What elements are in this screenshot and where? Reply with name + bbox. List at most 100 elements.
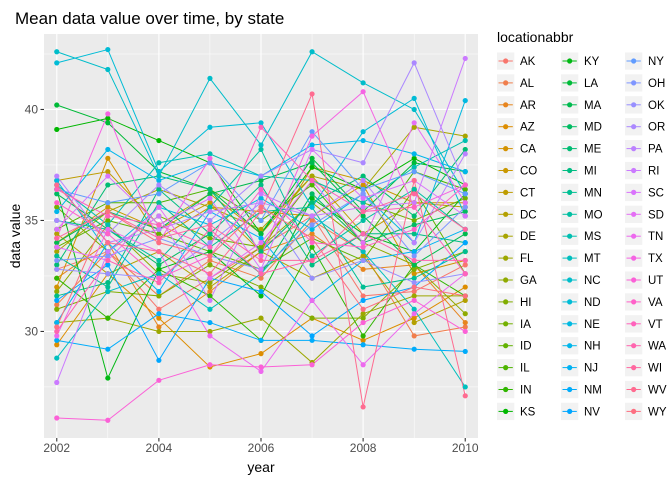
legend-label: NH	[584, 341, 601, 353]
legend-item-mt: MT	[561, 249, 601, 267]
data-point-ut	[462, 328, 468, 335]
data-point-il	[462, 186, 468, 192]
legend-label: CO	[520, 166, 537, 178]
data-point-nc	[105, 66, 111, 73]
data-point-tn	[105, 226, 111, 232]
data-point-or	[156, 182, 162, 188]
data-point-de	[258, 226, 264, 232]
data-point-wy	[54, 324, 60, 330]
data-point-sd	[156, 204, 162, 210]
data-point-ga	[54, 288, 60, 295]
data-point-ia	[411, 217, 417, 224]
data-point-md	[462, 208, 468, 215]
data-point-nh	[54, 208, 60, 215]
data-point-ks	[54, 126, 60, 133]
data-point-az	[54, 342, 60, 348]
data-point-tx	[207, 155, 213, 161]
x-tick-label: 2006	[248, 441, 275, 455]
data-point-ak	[411, 288, 417, 295]
legend-label: RI	[648, 166, 660, 178]
legend-key-point	[631, 365, 637, 371]
data-point-id	[105, 217, 111, 224]
legend-item-ne: NE	[561, 315, 600, 333]
data-point-ri	[411, 200, 417, 206]
legend-item-ak: AK	[497, 52, 536, 70]
data-point-vt	[411, 204, 417, 210]
data-point-wi	[411, 191, 417, 197]
data-point-mo	[309, 253, 315, 259]
data-point-wi	[207, 222, 213, 228]
data-point-co	[207, 200, 213, 206]
legend-label: MD	[584, 122, 602, 134]
data-point-nc	[258, 142, 264, 148]
data-point-nv	[462, 240, 468, 246]
data-point-va	[411, 226, 417, 232]
legend-item-fl: FL	[497, 249, 534, 267]
legend-label: TX	[648, 253, 663, 265]
data-point-sc	[54, 226, 60, 232]
legend-key-point	[567, 321, 573, 327]
data-point-ia	[207, 235, 213, 241]
data-point-la	[258, 231, 264, 237]
data-point-md	[411, 222, 417, 228]
data-point-fl	[360, 311, 366, 317]
x-axis: 2002 2004 2006 2008 2010	[43, 438, 479, 455]
data-point-ut	[207, 362, 213, 368]
data-point-mn	[462, 248, 468, 255]
legend-key-point	[631, 255, 637, 261]
data-point-nd	[360, 129, 366, 135]
data-point-mn	[54, 253, 60, 259]
legend-key-point	[631, 343, 637, 349]
data-point-sd	[54, 244, 60, 250]
legend-item-ca: CA	[497, 140, 536, 158]
data-point-nv	[258, 288, 264, 295]
data-point-ne	[258, 195, 264, 201]
legend-label: FL	[520, 253, 534, 265]
data-point-md	[54, 191, 60, 197]
data-point-nm	[411, 346, 417, 352]
data-point-nv	[309, 333, 315, 339]
data-point-ri	[156, 213, 162, 219]
legend-key-point	[503, 365, 509, 371]
data-point-wv	[258, 208, 264, 215]
data-point-in	[309, 244, 315, 250]
legend-label: MO	[584, 209, 603, 221]
data-point-mt	[105, 288, 111, 295]
legend-label: DC	[520, 209, 537, 221]
data-point-co	[105, 204, 111, 210]
data-point-nc	[411, 106, 417, 113]
legend-key-point	[631, 233, 637, 239]
legend-item-ga: GA	[497, 271, 537, 289]
data-point-wi	[309, 257, 315, 264]
data-point-nv	[105, 262, 111, 268]
legend-item-or: OR	[625, 118, 665, 136]
data-point-hi	[54, 306, 60, 312]
legend-item-ok: OK	[625, 96, 665, 114]
data-point-ak	[156, 306, 162, 312]
data-point-ma	[360, 213, 366, 219]
data-point-ri	[105, 248, 111, 255]
x-tick-label: 2002	[43, 441, 70, 455]
data-point-nc	[309, 49, 315, 55]
legend-key-point	[567, 167, 573, 174]
data-point-va	[156, 275, 162, 281]
data-point-wv	[360, 404, 366, 410]
data-point-mo	[360, 217, 366, 224]
legend-label: MT	[584, 253, 601, 265]
legend-key-point	[631, 58, 637, 64]
legend-item-id: ID	[497, 337, 532, 355]
data-point-ks	[411, 155, 417, 161]
y-tick-label: 40	[25, 102, 39, 116]
data-point-va	[462, 182, 468, 188]
data-point-mi	[207, 231, 213, 237]
data-point-ny	[258, 217, 264, 224]
data-point-oh	[411, 253, 417, 259]
data-point-tn	[309, 297, 315, 303]
legend-label: IL	[520, 363, 530, 375]
data-point-ri	[360, 204, 366, 210]
data-point-or	[258, 173, 264, 179]
legend-key-point	[631, 211, 637, 217]
data-point-wv	[54, 182, 60, 188]
data-point-sd	[207, 275, 213, 281]
data-point-nj	[156, 288, 162, 295]
